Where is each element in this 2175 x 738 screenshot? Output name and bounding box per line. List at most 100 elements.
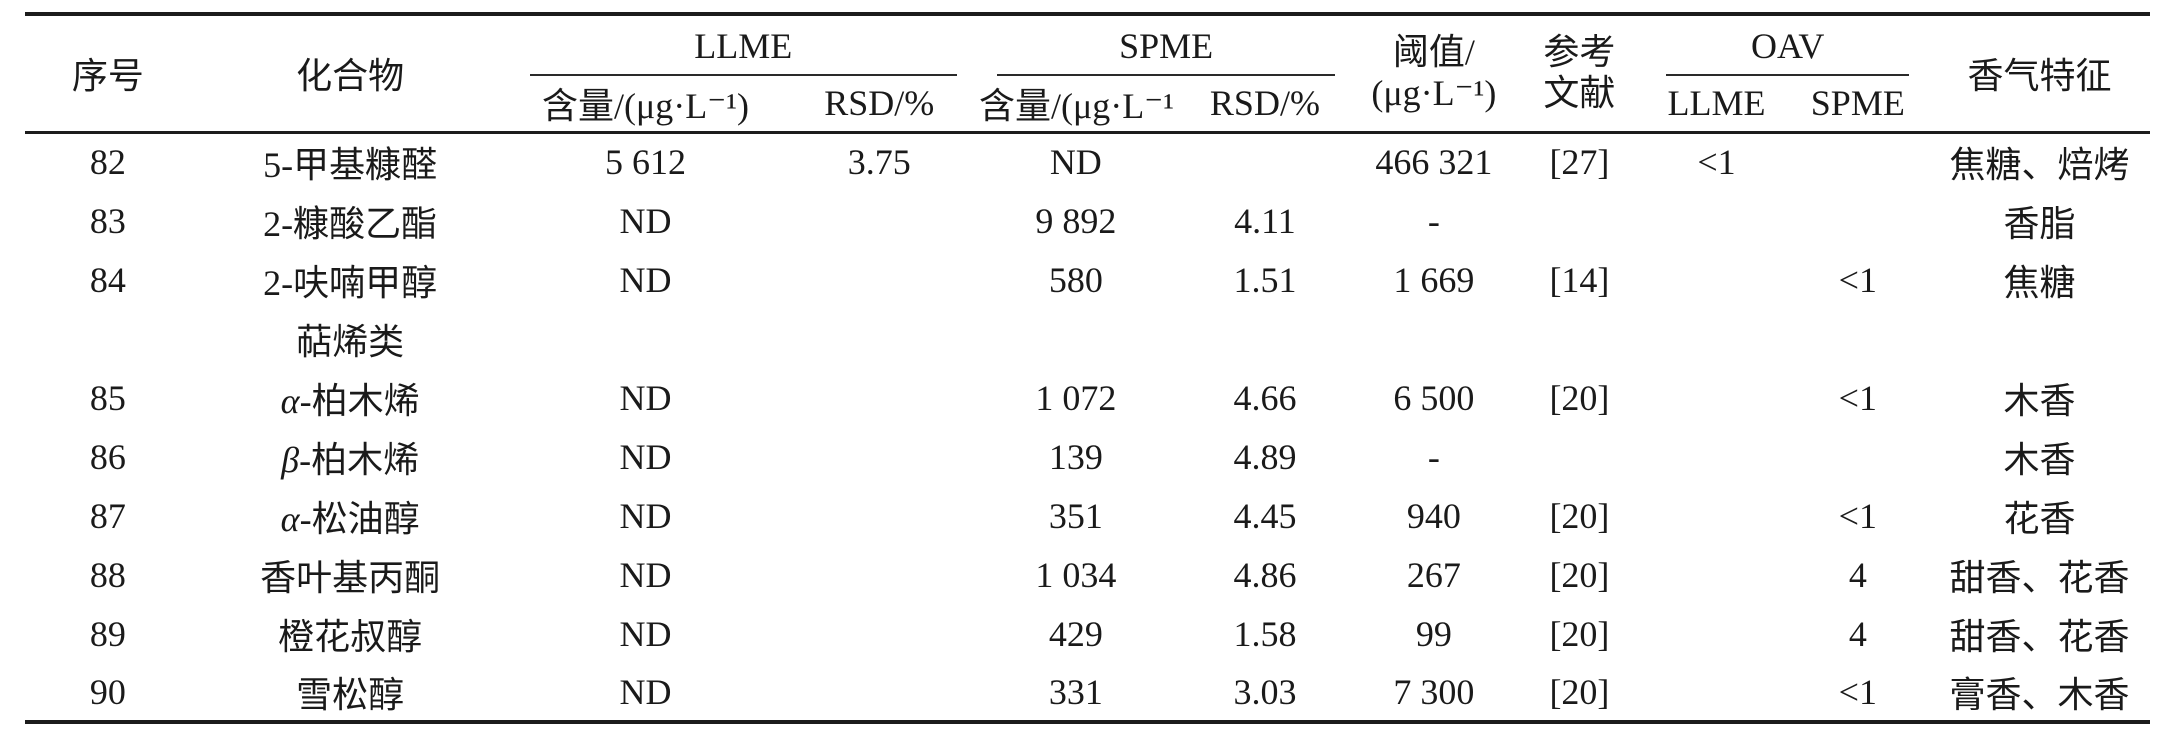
cell-spme-content: 351 bbox=[1048, 495, 1103, 536]
cell-compound: α-松油醇 bbox=[280, 498, 420, 539]
col-header-llme-rsd: RSD/% bbox=[824, 83, 935, 124]
cell-oav-spme: 4 bbox=[1848, 554, 1867, 595]
cell-reference bbox=[1513, 191, 1647, 250]
cell-spme-content: 139 bbox=[1048, 436, 1103, 477]
cell-spme-content: 1 034 bbox=[1035, 554, 1117, 595]
col-group-spme: SPME bbox=[977, 14, 1355, 76]
cell-threshold: 1 669 bbox=[1393, 259, 1475, 300]
cell-threshold: - bbox=[1427, 436, 1440, 477]
cell-threshold: - bbox=[1427, 200, 1440, 241]
table-header: 序号 化合物 LLME SPME 阈值/ (μg·L⁻¹) 参考 文献 OAV … bbox=[25, 14, 2150, 132]
cell-llme-rsd bbox=[782, 604, 978, 663]
cell-llme-content: ND bbox=[619, 259, 672, 300]
cell-aroma: 焦糖、焙烤 bbox=[1949, 145, 2130, 186]
cell-threshold: 7 300 bbox=[1393, 671, 1475, 712]
cell-compound: 香叶基丙酮 bbox=[260, 557, 441, 598]
cell-llme-content: ND bbox=[619, 554, 672, 595]
cell-threshold: 466 321 bbox=[1375, 142, 1493, 183]
cell-oav-spme bbox=[1787, 309, 1929, 368]
cell-oav-llme bbox=[1646, 604, 1786, 663]
cell-no: 83 bbox=[89, 200, 126, 241]
cell-aroma: 焦糖 bbox=[2003, 262, 2076, 303]
cell-reference bbox=[1513, 309, 1647, 368]
cell-reference: [27] bbox=[1549, 142, 1610, 183]
cell-spme-content: 9 892 bbox=[1035, 200, 1117, 241]
table-row: 90 雪松醇 ND 331 3.03 7 300 [20] <1 膏香、木香 bbox=[25, 663, 2150, 722]
cell-threshold: 6 500 bbox=[1393, 377, 1475, 418]
cell-spme-rsd: 1.58 bbox=[1233, 613, 1297, 654]
col-header-oav-spme: SPME bbox=[1810, 83, 1905, 124]
cell-reference: [20] bbox=[1549, 671, 1610, 712]
cell-spme-content: 429 bbox=[1048, 613, 1103, 654]
col-group-spme-label: SPME bbox=[1119, 26, 1214, 66]
cell-no: 85 bbox=[89, 377, 126, 418]
cell-llme-content: ND bbox=[619, 613, 672, 654]
cell-threshold: 267 bbox=[1406, 554, 1461, 595]
cell-no: 86 bbox=[89, 436, 126, 477]
cell-spme-rsd: 4.11 bbox=[1234, 200, 1296, 241]
cell-oav-spme: <1 bbox=[1838, 671, 1877, 712]
cell-oav-llme bbox=[1646, 545, 1786, 604]
cell-spme-content: 331 bbox=[1048, 671, 1103, 712]
col-header-oav-llme: LLME bbox=[1667, 83, 1766, 124]
cell-llme-content: ND bbox=[619, 436, 672, 477]
cell-no: 88 bbox=[89, 554, 126, 595]
cell-oav-spme bbox=[1787, 427, 1929, 486]
cell-llme-rsd bbox=[782, 191, 978, 250]
cell-reference: [14] bbox=[1549, 259, 1610, 300]
cell-oav-spme bbox=[1787, 132, 1929, 191]
cell-oav-spme: <1 bbox=[1838, 377, 1877, 418]
col-header-index: 序号 bbox=[71, 56, 144, 97]
cell-oav-llme bbox=[1646, 191, 1786, 250]
cell-llme-content: ND bbox=[619, 495, 672, 536]
cell-llme-content: 5 612 bbox=[605, 142, 686, 183]
cell-llme-content: ND bbox=[619, 377, 672, 418]
cell-llme-content: ND bbox=[619, 200, 672, 241]
cell-spme-content: ND bbox=[1049, 142, 1102, 183]
cell-aroma: 木香 bbox=[2003, 380, 2076, 421]
header-row-subcolumns: 含量/(μg·L⁻¹) RSD/% 含量/(μg·L⁻¹) RSD/% LLME… bbox=[25, 76, 2150, 132]
col-group-oav: OAV bbox=[1646, 14, 1929, 76]
cell-reference bbox=[1513, 427, 1647, 486]
cell-oav-spme: <1 bbox=[1838, 495, 1877, 536]
cell-oav-llme bbox=[1646, 663, 1786, 722]
cell-spme-rsd: 1.51 bbox=[1233, 259, 1297, 300]
cell-llme-rsd bbox=[782, 309, 978, 368]
cell-spme-rsd bbox=[1175, 309, 1356, 368]
cell-threshold: 940 bbox=[1406, 495, 1461, 536]
cell-aroma: 木香 bbox=[2003, 439, 2076, 480]
cell-no: 87 bbox=[89, 495, 126, 536]
col-header-llme-content: 含量/(μg·L⁻¹) bbox=[541, 86, 750, 127]
col-group-llme: LLME bbox=[510, 14, 978, 76]
aroma-compounds-table: 序号 化合物 LLME SPME 阈值/ (μg·L⁻¹) 参考 文献 OAV … bbox=[25, 12, 2150, 724]
cell-llme-content bbox=[510, 309, 782, 368]
col-group-oav-label: OAV bbox=[1751, 26, 1825, 66]
cell-spme-rsd: 4.86 bbox=[1233, 554, 1297, 595]
cell-llme-content: ND bbox=[619, 671, 672, 712]
col-header-spme-content: 含量/(μg·L⁻¹) bbox=[979, 86, 1175, 127]
cell-compound: 2-糠酸乙酯 bbox=[263, 203, 438, 244]
cell-threshold bbox=[1355, 309, 1512, 368]
cell-llme-rsd: 3.75 bbox=[847, 142, 911, 183]
section-row: 萜烯类 bbox=[25, 309, 2150, 368]
cell-aroma: 香脂 bbox=[2003, 203, 2076, 244]
cell-compound: 雪松醇 bbox=[296, 674, 405, 715]
col-group-llme-label: LLME bbox=[694, 26, 793, 66]
cell-compound: α-柏木烯 bbox=[280, 380, 420, 421]
cell-oav-spme: <1 bbox=[1838, 259, 1877, 300]
cell-oav-llme bbox=[1646, 368, 1786, 427]
cell-llme-rsd bbox=[782, 545, 978, 604]
col-header-reference: 参考 文献 bbox=[1543, 31, 1616, 114]
cell-oav-llme bbox=[1646, 427, 1786, 486]
cell-aroma: 花香 bbox=[2003, 498, 2076, 539]
col-header-threshold: 阈值/ (μg·L⁻¹) bbox=[1371, 31, 1497, 114]
table-row: 89 橙花叔醇 ND 429 1.58 99 [20] 4 甜香、花香 bbox=[25, 604, 2150, 663]
cell-no: 90 bbox=[89, 671, 126, 712]
table-row: 87 α-松油醇 ND 351 4.45 940 [20] <1 花香 bbox=[25, 486, 2150, 545]
cell-aroma bbox=[1929, 309, 2150, 368]
col-header-spme-rsd: RSD/% bbox=[1209, 83, 1320, 124]
table-row: 86 β-柏木烯 ND 139 4.89 - 木香 bbox=[25, 427, 2150, 486]
cell-no bbox=[25, 309, 191, 368]
table-row: 85 α-柏木烯 ND 1 072 4.66 6 500 [20] <1 木香 bbox=[25, 368, 2150, 427]
cell-no: 82 bbox=[89, 142, 126, 183]
